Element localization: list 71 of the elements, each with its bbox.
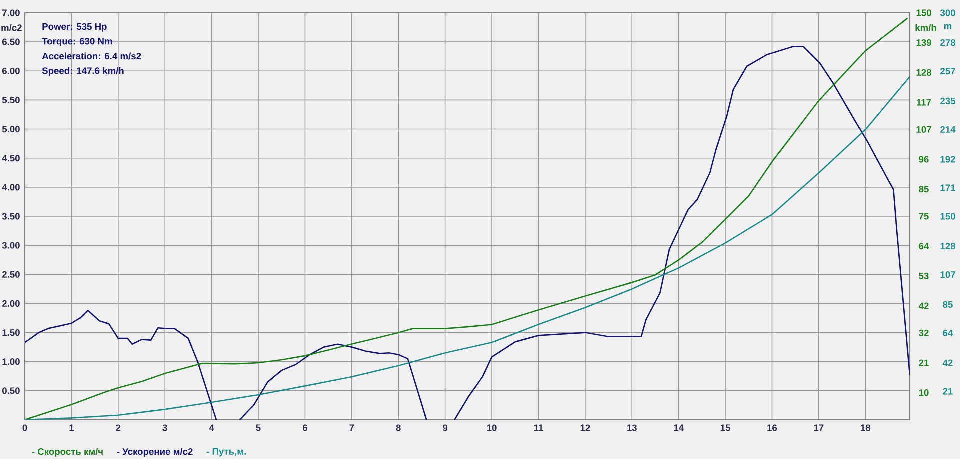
x-tick-label: 2 (116, 424, 121, 432)
text: - Путь,м. (206, 448, 246, 457)
y-tick-label: 0.50 (2, 388, 20, 394)
y-axis-title: m/c2 (2, 24, 22, 32)
y3-tick-label: 85 (943, 301, 953, 308)
x-tick-label: 12 (580, 424, 590, 432)
x-tick-label: 3 (162, 424, 168, 432)
y-tick-label: 3.00 (2, 242, 20, 249)
x-tick-label: 9 (443, 424, 448, 432)
y2-tick-label: 150 (916, 10, 932, 16)
y-tick-label: 6.50 (2, 38, 20, 46)
y-tick-label: 5.50 (2, 96, 20, 104)
annotation: Power: 535 Hp (42, 23, 107, 32)
y3-tick-label: 257 (940, 68, 956, 75)
annotation: Speed: 147.6 km/h (42, 67, 124, 76)
y2-tick-label: 128 (916, 69, 932, 76)
x-tick-label: 1 (70, 424, 74, 432)
y3-tick-label: 21 (943, 388, 953, 395)
y3-tick-label: 42 (942, 360, 953, 366)
y3-tick-label: 171 (940, 184, 956, 192)
x-tick-label: 6 (302, 424, 308, 432)
y-tick-label: 4.00 (2, 184, 20, 191)
y3-tick-label: 128 (940, 243, 956, 250)
y2-tick-label: 117 (917, 99, 932, 106)
y2-tick-label: 21 (919, 360, 929, 366)
y-tick-label: 7.00 (2, 10, 20, 16)
text: - Скорость км/ч (32, 448, 103, 457)
x-tick-label: 11 (534, 424, 544, 432)
y-tick-label: 1.00 (2, 358, 20, 366)
x-tick-label: 17 (814, 424, 824, 432)
x-tick-label: 13 (628, 424, 637, 432)
x-tick-label: 15 (720, 424, 730, 432)
y3-tick-label: 192 (940, 156, 956, 163)
x-tick-label: 7 (350, 424, 354, 432)
y-tick-label: 4.50 (2, 155, 20, 162)
y3-tick-label: 278 (940, 40, 956, 46)
y2-tick-label: 107 (916, 126, 932, 133)
x-tick-label: 0 (22, 424, 28, 432)
y-tick-label: 5.00 (2, 126, 20, 133)
y2-tick-label: 42 (918, 302, 929, 310)
y3-tick-label: 214 (940, 126, 956, 133)
text: - Ускорение м/с2 (117, 448, 193, 457)
y2-tick-label: 96 (919, 156, 929, 163)
y3-tick-label: 64 (943, 330, 954, 336)
y2-tick-label: 32 (919, 330, 929, 336)
y3-tick-label: 300 (940, 10, 956, 16)
y-tick-label: 3.50 (2, 213, 20, 220)
y-tick-label: 1.50 (2, 329, 20, 336)
x-tick-label: 4 (209, 424, 214, 432)
y3-tick-label: 235 (940, 98, 956, 104)
x-tick-label: 10 (487, 424, 497, 432)
y3-axis-title: m (944, 24, 952, 30)
x-tick-label: 14 (674, 424, 684, 432)
x-tick-label: 16 (768, 424, 778, 432)
y2-tick-label: 85 (919, 186, 929, 193)
y3-tick-label: 107 (940, 272, 956, 278)
x-tick-label: 8 (396, 424, 401, 432)
x-tick-label: 18 (861, 424, 871, 432)
y2-tick-label: 64 (919, 243, 930, 250)
y-tick-label: 2.50 (2, 271, 20, 278)
annotation: Torque: 630 Nm (42, 38, 112, 47)
y2-axis-title: km/h (916, 24, 936, 32)
y-tick-label: 6.00 (2, 68, 20, 74)
y2-tick-label: 53 (919, 272, 929, 280)
annotation: Acceleration: 6.4 m/s2 (42, 52, 142, 60)
y3-tick-label: 150 (940, 213, 956, 220)
x-tick-label: 5 (256, 424, 261, 432)
y2-tick-label: 75 (919, 213, 929, 220)
y-tick-label: 2.00 (2, 300, 20, 307)
y2-tick-label: 139 (916, 40, 932, 46)
y2-tick-label: 10 (919, 390, 929, 396)
